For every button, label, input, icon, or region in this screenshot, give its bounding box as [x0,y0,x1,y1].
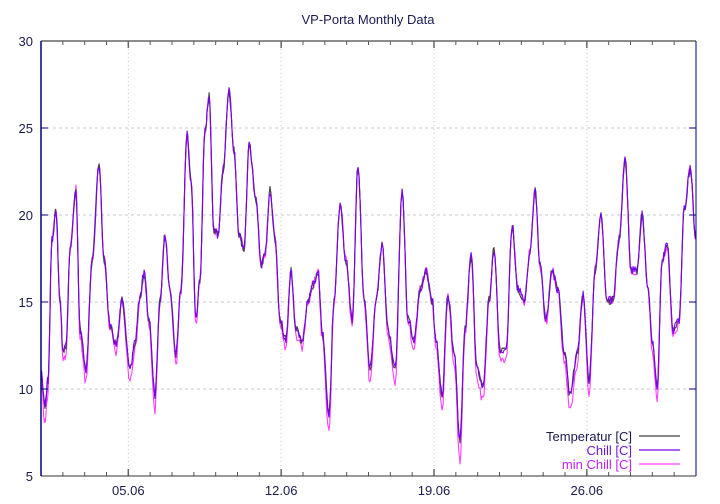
chart-title: VP-Porta Monthly Data [302,12,436,27]
series-group [40,87,697,465]
legend-label: min Chill [C] [562,457,632,472]
axes: 5 10 15 20 25 30 05.06 12.06 19.06 26.06 [19,34,697,498]
grid [41,41,696,476]
y-tick-label: 25 [19,121,33,136]
x-tick-label: 05.06 [112,483,145,498]
legend: Temperatur [C]Chill [C]min Chill [C] [546,429,680,472]
x-tick-label: 12.06 [265,483,298,498]
y-tick-label: 10 [19,382,33,397]
y-tick-label: 5 [26,469,33,484]
series-line-chill-c [40,87,697,439]
series-line-temperatur-c [40,90,697,444]
x-tick-label: 26.06 [571,483,604,498]
y-tick-label: 20 [19,208,33,223]
legend-label: Temperatur [C] [546,429,632,444]
x-tick-label: 19.06 [418,483,451,498]
y-tick-label: 15 [19,295,33,310]
legend-label: Chill [C] [586,443,632,458]
y-tick-label: 30 [19,34,33,49]
series-line-min-chill-c [40,92,697,465]
